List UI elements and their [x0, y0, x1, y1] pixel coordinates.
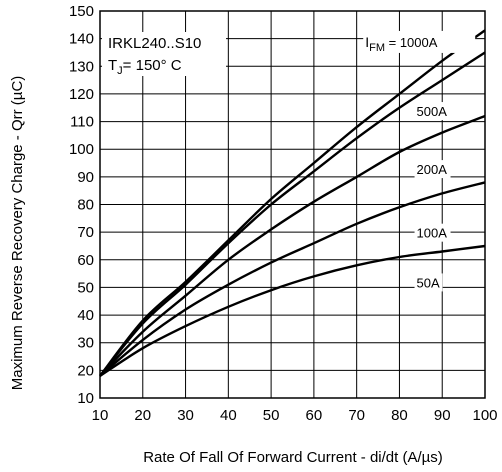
y-tick-label: 30 [77, 335, 94, 352]
curve-label-500A: 500A [417, 104, 448, 119]
curve-label-200A: 200A [417, 162, 448, 177]
x-tick-label: 60 [306, 407, 323, 424]
curve-label-1000A: IFM = 1000A [365, 34, 438, 54]
curve-label-50A: 50A [417, 275, 440, 290]
y-tick-label: 140 [69, 31, 94, 48]
curve-label-bg [414, 273, 443, 292]
y-tick-label: 110 [70, 114, 94, 131]
temperature-label: TJ= 150° C [108, 57, 182, 77]
curve-label-bg [414, 223, 451, 242]
y-tick-label: 80 [77, 197, 94, 214]
series-line-100A [99, 181, 486, 377]
y-tick-label: 70 [77, 224, 94, 241]
y-tick-label: 50 [77, 279, 94, 296]
y-tick-label: 60 [77, 252, 94, 269]
x-axis-title: Rate Of Fall Of Forward Current - di/dt … [143, 449, 443, 466]
curve-label-bg [363, 30, 476, 53]
x-tick-label: 90 [434, 407, 451, 424]
y-tick-label: 150 [69, 3, 94, 20]
curve-label-100A: 100A [417, 226, 448, 241]
curve-label-bg [414, 102, 451, 121]
device-label: IRKL240..S10 [108, 35, 201, 52]
x-tick-label: 100 [472, 407, 497, 424]
x-tick-label: 80 [391, 407, 408, 424]
series-line-50A [99, 244, 486, 377]
y-tick-label: 10 [77, 390, 94, 407]
y-tick-label: 20 [77, 362, 94, 379]
y-axis-title: Maximum Reverse Recovery Charge - Qrr (µ… [9, 76, 26, 391]
y-tick-label: 40 [77, 307, 94, 324]
y-tick-label: 100 [69, 141, 94, 158]
y-tick-labels: 10 20 30 40 50 60 70 80 90 100 110 120 130 140 150 [69, 3, 94, 407]
curve-label-bg [414, 160, 451, 179]
series-line-500A [99, 51, 486, 377]
x-tick-label: 40 [220, 407, 237, 424]
x-tick-label: 50 [263, 407, 280, 424]
series-line-1000A [99, 29, 486, 377]
x-tick-labels: 10 20 30 40 50 60 70 80 90 100 [92, 407, 498, 424]
y-tick-label: 130 [69, 58, 94, 75]
x-tick-label: 20 [134, 407, 151, 424]
plot-frame [99, 10, 486, 399]
series-line-200A [99, 114, 486, 377]
y-tick-label: 120 [69, 86, 94, 103]
y-tick-label: 90 [77, 169, 94, 186]
annotation-box: IRKL240..S10 TJ= 150° C [102, 32, 226, 77]
x-tick-label: 30 [177, 407, 194, 424]
curve-labels: IFM = 1000A 500A 200A 100A 50A [363, 30, 476, 292]
x-tick-label: 10 [92, 407, 109, 424]
curves [99, 29, 486, 377]
x-tick-label: 70 [348, 407, 365, 424]
